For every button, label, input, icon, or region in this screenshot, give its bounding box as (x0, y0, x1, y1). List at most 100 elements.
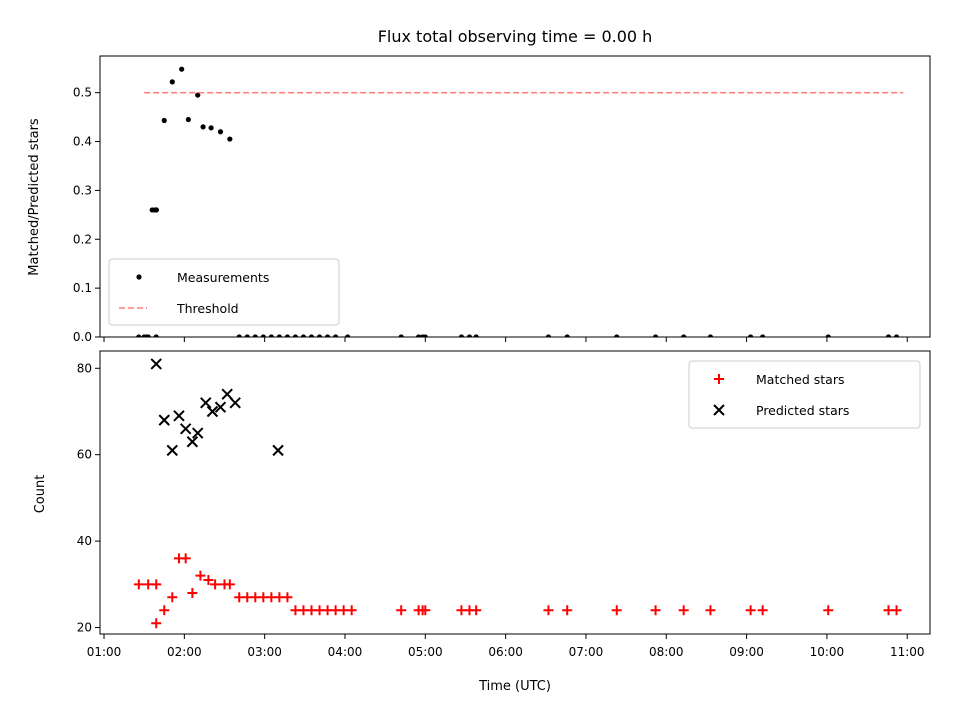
top-panel: 0.0 0.1 0.2 0.3 0.4 0.5 Measurements Threshold (73, 55, 931, 344)
y-tick-label: 0.3 (73, 183, 92, 197)
x-tick-label: 08:00 (649, 645, 684, 659)
measurement-point (136, 334, 142, 337)
predicted-star-point (192, 427, 204, 439)
matched-star-point (543, 605, 554, 616)
y-tick-label: 0.4 (73, 135, 92, 149)
predicted-star-point (214, 401, 227, 413)
matched-star-point (678, 605, 689, 616)
measurement-point (893, 334, 900, 337)
matched-star-point (151, 579, 162, 590)
plot-area (136, 66, 904, 337)
legend-dot-swatch (136, 274, 142, 280)
measurement-point (422, 334, 428, 337)
legend-box (688, 360, 921, 429)
matched-star-point (420, 605, 431, 616)
measurement-point (707, 334, 714, 337)
predicted-star-point (166, 444, 178, 457)
measurement-point (748, 334, 754, 337)
measurement-point (324, 334, 331, 337)
x-tick-label: 02:00 (167, 645, 202, 659)
matched-star-point (705, 605, 716, 616)
measurement-point (458, 334, 465, 337)
predicted-star-point (158, 414, 170, 426)
matched-star-point (891, 605, 902, 616)
matched-star-point (224, 579, 235, 590)
matched-star-point (180, 553, 191, 564)
measurement-point (149, 207, 155, 213)
matched-star-point (396, 605, 407, 616)
matched-star-point (187, 587, 198, 598)
matched-star-point (562, 605, 573, 616)
y-tick-label: 40 (77, 534, 92, 548)
y-tick-label: 0.5 (73, 86, 92, 100)
measurement-point (252, 334, 258, 337)
measurement-point (208, 125, 214, 131)
matched-star-point (151, 618, 162, 629)
axes-frame (99, 55, 931, 338)
measurement-point (681, 334, 687, 337)
x-tick-label: 05:00 (408, 645, 443, 659)
measurement-point (466, 334, 473, 337)
measurement-point (200, 124, 206, 130)
measurement-point (300, 334, 307, 337)
measurement-point (308, 334, 315, 337)
matched-star-point (745, 605, 756, 616)
legend: Measurements Threshold (108, 258, 340, 326)
measurement-point (564, 334, 570, 337)
measurement-point (545, 334, 552, 337)
predicted-star-point (186, 436, 199, 448)
measurement-point (284, 334, 291, 337)
measurement-point (195, 92, 201, 98)
measurement-point (268, 334, 274, 337)
legend-entry: Measurements (136, 270, 269, 285)
plot-area (133, 358, 902, 629)
axes-frame (99, 350, 931, 635)
matched-star-point (133, 579, 144, 590)
legend: Matched stars Predicted stars (688, 360, 921, 429)
matched-star-point (757, 605, 768, 616)
measurement-point (473, 334, 479, 337)
measurement-point (217, 129, 224, 135)
x-tick-label: 06:00 (488, 645, 523, 659)
legend-entry: Predicted stars (713, 403, 849, 418)
matched-star-point (203, 574, 214, 585)
measurement-point (614, 334, 620, 337)
matched-star-point (650, 605, 661, 616)
predicted-star-point (150, 358, 162, 370)
matched-star-point (823, 605, 834, 616)
matched-star-point (471, 605, 482, 616)
x-tick-label: 09:00 (729, 645, 764, 659)
measurement-point (227, 136, 233, 142)
legend-box (108, 258, 340, 326)
measurement-point (316, 334, 323, 337)
matched-star-point (167, 592, 178, 603)
legend-label: Threshold (176, 301, 239, 316)
legend-label: Measurements (177, 270, 269, 285)
bottom-panel: 20 40 60 80 01:00 02:00 03:00 04:00 05:00 06:00 07… (77, 350, 931, 659)
matched-star-point (195, 570, 206, 581)
measurement-point (141, 334, 147, 337)
measurement-point (179, 66, 185, 72)
predicted-star-point (272, 444, 284, 457)
measurement-point (169, 79, 175, 85)
x-tick-label: 04:00 (328, 645, 363, 659)
predicted-star-point (179, 423, 192, 435)
matched-star-point (346, 605, 357, 616)
measurement-point (276, 334, 282, 337)
measurement-point (885, 334, 892, 337)
measurement-point (333, 334, 339, 337)
legend-label: Matched stars (756, 372, 844, 387)
x-tick-label: 10:00 (810, 645, 845, 659)
legend-entry: Threshold (119, 301, 239, 316)
legend-label: Predicted stars (756, 403, 849, 418)
y-tick-label: 0.1 (73, 281, 92, 295)
bottom-y-axis-label: Count (33, 475, 48, 514)
y-tick-label: 0.2 (73, 232, 92, 246)
measurement-point (760, 334, 766, 337)
measurement-point (236, 334, 242, 337)
measurement-point (345, 334, 351, 337)
chart-title: Flux total observing time = 0.00 h (378, 27, 653, 46)
matched-star-point (159, 605, 170, 616)
matched-star-point (282, 592, 293, 603)
predicted-star-point (200, 397, 212, 409)
